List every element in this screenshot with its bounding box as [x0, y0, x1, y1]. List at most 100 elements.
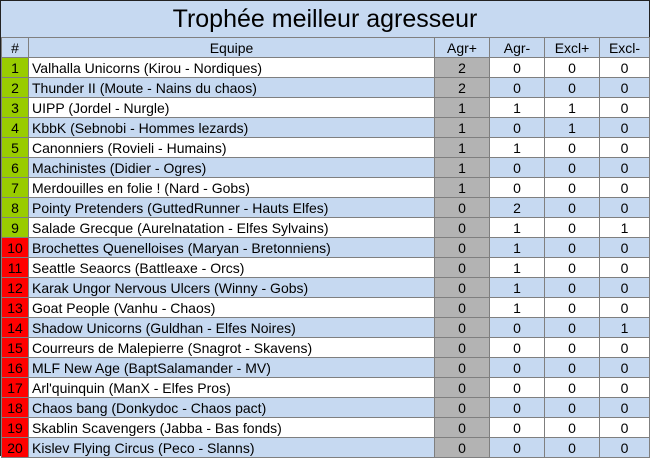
team-cell: KbbK (Sebnobi - Hommes lezards)	[28, 117, 435, 138]
table-row: 11 Seattle Seaorcs (Battleaxe - Orcs) 0 1 0 0	[1, 257, 650, 278]
rank-cell: 9	[1, 217, 29, 238]
excl-minus-cell: 0	[599, 117, 650, 138]
excl-plus-cell: 0	[544, 357, 600, 378]
rank-cell: 8	[1, 197, 29, 218]
excl-minus-cell: 0	[599, 277, 650, 298]
excl-plus-cell: 0	[544, 77, 600, 98]
agr-plus-cell: 0	[434, 217, 490, 238]
agr-plus-cell: 0	[434, 357, 490, 378]
table-row: 17 Arl'quinquin (ManX - Elfes Pros) 0 0 0 0	[1, 377, 650, 398]
team-cell: Chaos bang (Donkydoc - Chaos pact)	[28, 397, 435, 418]
excl-plus-cell: 0	[544, 197, 600, 218]
agr-plus-cell: 1	[434, 97, 490, 118]
agr-minus-cell: 0	[489, 377, 545, 398]
excl-minus-cell: 0	[599, 337, 650, 358]
excl-minus-cell: 0	[599, 197, 650, 218]
team-cell: Salade Grecque (Aurelnatation - Elfes Sy…	[28, 217, 435, 238]
excl-plus-cell: 1	[544, 97, 600, 118]
agr-minus-cell: 1	[489, 97, 545, 118]
rank-cell: 6	[1, 157, 29, 178]
excl-minus-cell: 0	[599, 437, 650, 458]
agr-minus-cell: 0	[489, 317, 545, 338]
rank-cell: 16	[1, 357, 29, 378]
table-row: 9 Salade Grecque (Aurelnatation - Elfes S…	[1, 217, 650, 238]
rank-cell: 10	[1, 237, 29, 258]
excl-minus-cell: 0	[599, 297, 650, 318]
table-row: 12 Karak Ungor Nervous Ulcers (Winny - Go…	[1, 277, 650, 298]
table-row: 20 Kislev Flying Circus (Peco - Slanns) 0 0…	[1, 437, 650, 458]
agr-minus-cell: 0	[489, 357, 545, 378]
team-cell: Seattle Seaorcs (Battleaxe - Orcs)	[28, 257, 435, 278]
excl-plus-cell: 0	[544, 157, 600, 178]
agr-minus-cell: 0	[489, 397, 545, 418]
agr-plus-cell: 1	[434, 137, 490, 158]
team-cell: Karak Ungor Nervous Ulcers (Winny - Gobs…	[28, 277, 435, 298]
header-excl-plus: Excl+	[544, 37, 600, 58]
table-row: 15 Courreurs de Malepierre (Snagrot - Ska…	[1, 337, 650, 358]
agr-plus-cell: 1	[434, 157, 490, 178]
agr-minus-cell: 0	[489, 157, 545, 178]
team-cell: Merdouilles en folie ! (Nard - Gobs)	[28, 177, 435, 198]
ranking-table: # Equipe Agr+ Agr- Excl+ Excl- 1 Valhalla…	[1, 37, 650, 458]
team-cell: MLF New Age (BaptSalamander - MV)	[28, 357, 435, 378]
excl-minus-cell: 0	[599, 377, 650, 398]
table-row: 13 Goat People (Vanhu - Chaos) 0 1 0 0	[1, 297, 650, 318]
excl-plus-cell: 0	[544, 297, 600, 318]
excl-plus-cell: 0	[544, 137, 600, 158]
excl-plus-cell: 0	[544, 217, 600, 238]
agr-minus-cell: 2	[489, 197, 545, 218]
excl-plus-cell: 0	[544, 177, 600, 198]
agr-minus-cell: 0	[489, 117, 545, 138]
rank-cell: 18	[1, 397, 29, 418]
agr-plus-cell: 0	[434, 257, 490, 278]
table-row: 14 Shadow Unicorns (Guldhan - Elfes Noire…	[1, 317, 650, 338]
rank-cell: 19	[1, 417, 29, 438]
excl-minus-cell: 0	[599, 417, 650, 438]
table-row: 2 Thunder II (Moute - Nains du chaos) 2 0 0 0	[1, 77, 650, 98]
table-body: 1 Valhalla Unicorns (Kirou - Nordiques) 2 0…	[1, 57, 650, 458]
table-row: 3 UIPP (Jordel - Nurgle) 1 1 1 0	[1, 97, 650, 118]
excl-minus-cell: 0	[599, 397, 650, 418]
team-cell: Goat People (Vanhu - Chaos)	[28, 297, 435, 318]
table-row: 16 MLF New Age (BaptSalamander - MV) 0 0 0 0	[1, 357, 650, 378]
excl-minus-cell: 0	[599, 157, 650, 178]
table-row: 18 Chaos bang (Donkydoc - Chaos pact) 0 0 0 0	[1, 397, 650, 418]
team-cell: Machinistes (Didier - Ogres)	[28, 157, 435, 178]
agr-minus-cell: 0	[489, 177, 545, 198]
excl-minus-cell: 0	[599, 137, 650, 158]
agr-minus-cell: 1	[489, 277, 545, 298]
team-cell: Thunder II (Moute - Nains du chaos)	[28, 77, 435, 98]
team-cell: Kislev Flying Circus (Peco - Slanns)	[28, 437, 435, 458]
agr-plus-cell: 0	[434, 297, 490, 318]
team-cell: UIPP (Jordel - Nurgle)	[28, 97, 435, 118]
excl-plus-cell: 0	[544, 237, 600, 258]
team-cell: Brochettes Quenelloises (Maryan - Breton…	[28, 237, 435, 258]
agr-minus-cell: 1	[489, 237, 545, 258]
table-row: 8 Pointy Pretenders (GuttedRunner - Hauts…	[1, 197, 650, 218]
excl-minus-cell: 0	[599, 357, 650, 378]
rank-cell: 15	[1, 337, 29, 358]
excl-minus-cell: 0	[599, 77, 650, 98]
table-row: 6 Machinistes (Didier - Ogres) 1 0 0 0	[1, 157, 650, 178]
agr-plus-cell: 1	[434, 117, 490, 138]
excl-plus-cell: 1	[544, 117, 600, 138]
excl-minus-cell: 1	[599, 317, 650, 338]
rank-cell: 4	[1, 117, 29, 138]
header-agr-plus: Agr+	[434, 37, 490, 58]
rank-cell: 1	[1, 57, 29, 78]
agr-minus-cell: 1	[489, 257, 545, 278]
agr-plus-cell: 0	[434, 417, 490, 438]
team-cell: Canonniers (Rovieli - Humains)	[28, 137, 435, 158]
header-excl-minus: Excl-	[599, 37, 650, 58]
table-row: 7 Merdouilles en folie ! (Nard - Gobs) 1 0 0…	[1, 177, 650, 198]
agr-minus-cell: 0	[489, 437, 545, 458]
agr-plus-cell: 0	[434, 197, 490, 218]
excl-plus-cell: 0	[544, 257, 600, 278]
rank-cell: 14	[1, 317, 29, 338]
rank-cell: 3	[1, 97, 29, 118]
team-cell: Skablin Scavengers (Jabba - Bas fonds)	[28, 417, 435, 438]
excl-plus-cell: 0	[544, 337, 600, 358]
excl-minus-cell: 0	[599, 257, 650, 278]
agr-minus-cell: 0	[489, 417, 545, 438]
